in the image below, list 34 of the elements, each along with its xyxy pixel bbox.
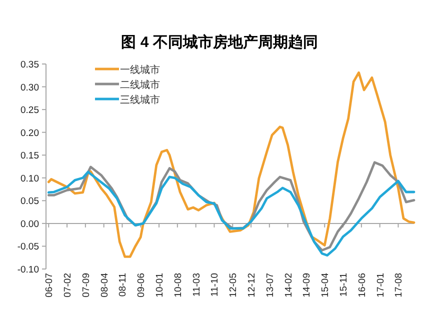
legend-label: 二线城市 <box>120 79 160 91</box>
x-tick-label: 17-01 <box>375 273 386 298</box>
x-tick-label: 11-03 <box>191 273 202 297</box>
x-tick-label: 13-07 <box>264 273 276 298</box>
y-tick-label: 0.00 <box>20 218 39 230</box>
x-tick-label: 08-11 <box>118 273 129 297</box>
x-tick-label: 11-10 <box>210 273 221 297</box>
y-tick-label: 0.20 <box>20 128 39 139</box>
y-tick-label: 0.15 <box>20 150 39 162</box>
x-tick-label: 07-09 <box>80 273 92 298</box>
x-tick-label: 12-05 <box>228 273 240 298</box>
x-tick-label: 17-08 <box>394 273 405 298</box>
y-tick-label: -0.10 <box>17 264 39 276</box>
x-tick-label: 07-02 <box>62 273 74 298</box>
x-tick-label: 15-04 <box>320 273 332 298</box>
x-tick-label: 06-07 <box>44 273 56 298</box>
x-tick-label: 12-12 <box>246 273 258 298</box>
y-tick-label: 0.05 <box>20 196 39 208</box>
x-tick-label: 10-01 <box>154 273 166 298</box>
legend-label: 三线城市 <box>120 94 160 106</box>
x-tick-label: 10-08 <box>172 273 184 298</box>
x-tick-label: 08-04 <box>99 273 110 298</box>
y-tick-label: 0.30 <box>20 82 39 94</box>
x-tick-label: 09-06 <box>136 273 148 298</box>
chart-title: 图 4 不同城市房地产周期趋同 <box>121 33 318 51</box>
x-tick-label: 14-02 <box>283 273 294 298</box>
x-tick-label: 16-06 <box>356 273 368 298</box>
x-tick-label: 15-11 <box>338 273 350 297</box>
y-tick-label: 0.25 <box>20 105 39 116</box>
y-tick-label: 0.35 <box>20 60 39 70</box>
y-tick-label: -0.05 <box>17 242 39 253</box>
y-tick-label: 0.10 <box>20 173 39 184</box>
x-tick-label: 14-09 <box>302 273 313 298</box>
legend-label: 一线城市 <box>120 64 160 76</box>
